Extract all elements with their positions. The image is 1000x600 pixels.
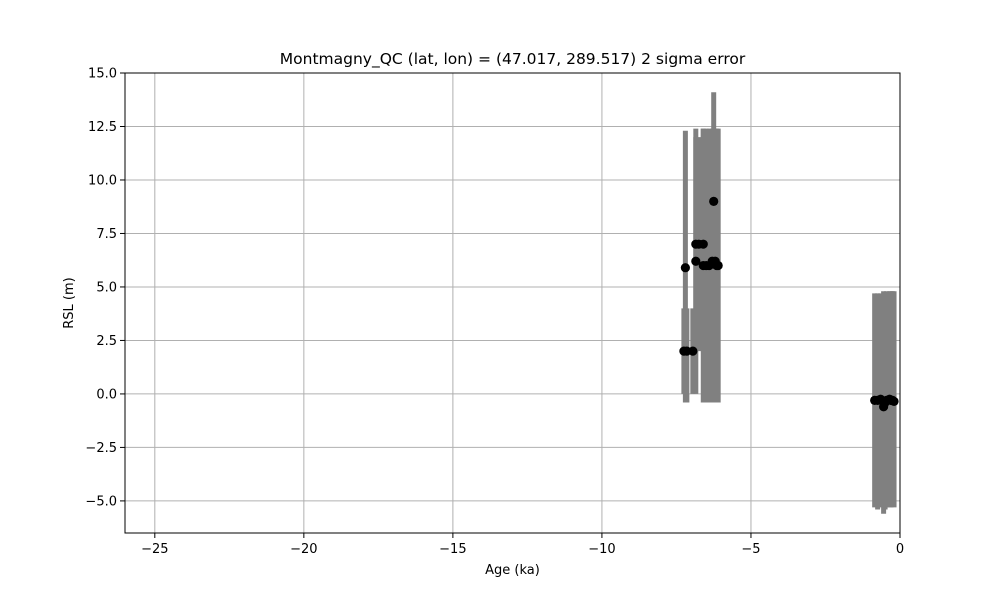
y-axis-ticks: −5.0 −2.5 0.0 2.5 5.0 7.5 10.0 12.5 15.0 — [85, 67, 125, 509]
data-point — [709, 196, 719, 206]
y-tick-label: −2.5 — [85, 441, 117, 456]
chart-title: Montmagny_QC (lat, lon) = (47.017, 289.5… — [280, 50, 746, 69]
x-tick-label: −5 — [741, 542, 760, 557]
y-tick-label: 12.5 — [88, 120, 117, 135]
x-axis-ticks: −25 −20 −15 −10 −5 0 — [141, 533, 904, 557]
x-tick-label: 0 — [896, 542, 904, 557]
data-markers — [679, 196, 899, 412]
x-tick-label: −10 — [588, 542, 615, 557]
x-axis-label: Age (ka) — [485, 563, 540, 578]
y-tick-label: 7.5 — [96, 227, 117, 242]
y-tick-label: 10.0 — [88, 173, 117, 188]
x-tick-label: −20 — [290, 542, 317, 557]
y-tick-label: 5.0 — [96, 280, 117, 295]
data-point — [691, 256, 701, 266]
y-tick-label: −5.0 — [85, 494, 117, 509]
x-tick-label: −15 — [439, 542, 466, 557]
data-point — [688, 346, 698, 356]
data-point — [680, 263, 690, 273]
y-tick-label: 2.5 — [96, 334, 117, 349]
data-point — [713, 260, 723, 271]
y-tick-label: 15.0 — [88, 67, 117, 82]
data-point — [889, 396, 899, 407]
y-axis-label: RSL (m) — [62, 277, 77, 328]
data-point — [698, 239, 708, 249]
x-tick-label: −25 — [141, 542, 168, 557]
axes-frame — [124, 72, 901, 534]
y-tick-label: 0.0 — [96, 387, 117, 402]
